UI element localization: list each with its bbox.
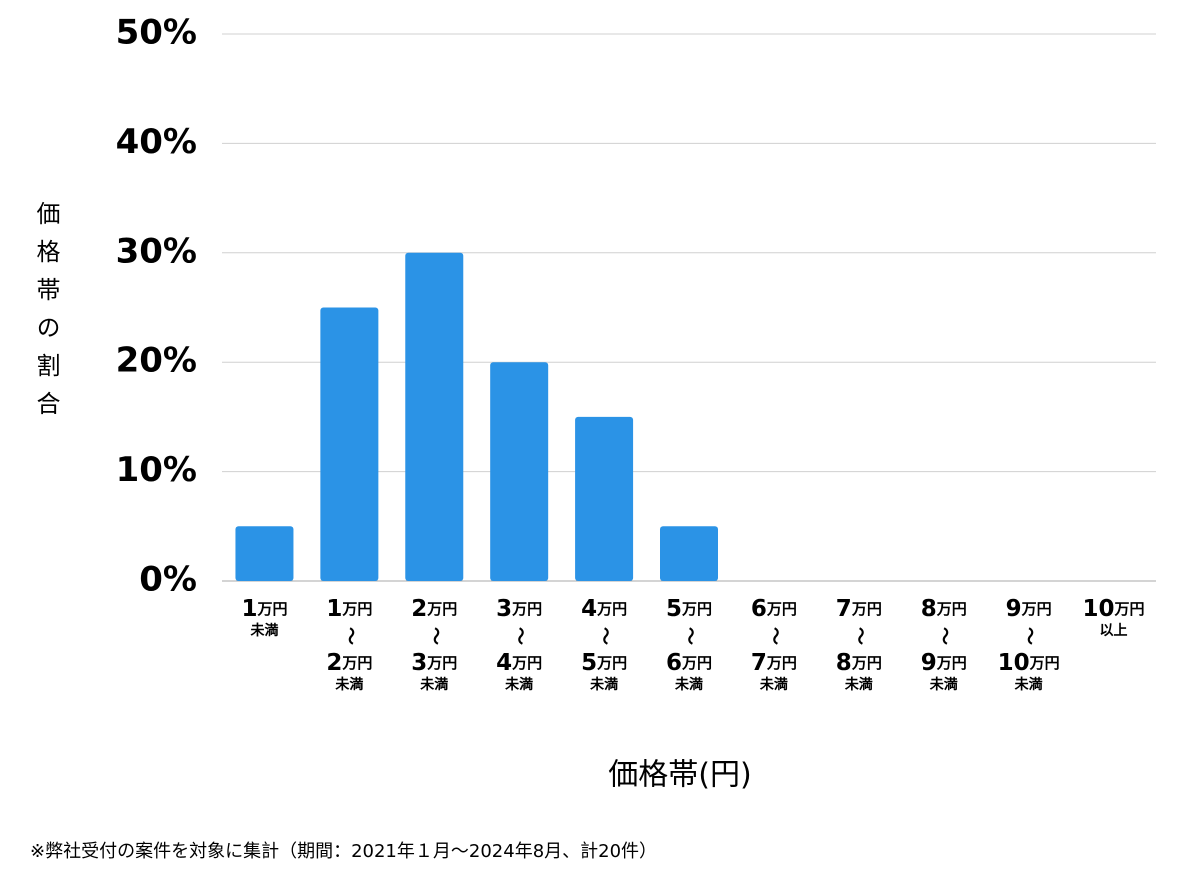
x-tick-label: 〜 (594, 627, 615, 645)
footnote: ※弊社受付の案件を対象に集計（期間：2021年１月〜2024年8月、計20件） (30, 841, 657, 862)
y-tick-label: 30% (116, 231, 197, 271)
x-tick-label: 未満 (250, 622, 278, 639)
x-tick-label: 1万円 (326, 596, 372, 622)
bar (320, 307, 379, 581)
bar (660, 526, 718, 581)
x-tick-label: 6万円 (666, 650, 712, 676)
x-tick-label: 5万円 (581, 650, 627, 676)
x-tick-label: 未満 (675, 676, 703, 693)
x-tick-label: 〜 (764, 627, 785, 645)
x-tick-label: 〜 (509, 627, 530, 645)
x-tick-label: 以上 (1100, 623, 1128, 639)
x-tick-label: 4万円 (581, 596, 627, 622)
x-tick-label: 2万円 (326, 650, 372, 676)
y-tick-label: 10% (116, 450, 197, 490)
x-tick-label: 未満 (420, 676, 448, 693)
x-tick-label: 未満 (760, 676, 788, 693)
x-tick-label: 6万円 (751, 596, 797, 622)
x-tick-label: 10万円 (998, 650, 1060, 676)
x-tick-label: 7万円 (836, 596, 882, 622)
x-tick-label: 〜 (679, 627, 700, 645)
x-tick-label: 3万円 (496, 596, 542, 622)
bar (235, 526, 294, 581)
bar (575, 416, 634, 581)
x-tick-label: 〜 (1019, 627, 1040, 645)
x-tick-label: 8万円 (836, 650, 882, 676)
x-tick-label: 未満 (1015, 676, 1043, 693)
x-tick-label: 9万円 (1006, 596, 1052, 622)
x-tick-label: 1万円 (241, 596, 287, 622)
bar (405, 252, 464, 582)
x-tick-label: 未満 (930, 676, 958, 693)
x-tick-label: 7万円 (751, 650, 797, 676)
x-tick-label: 9万円 (921, 650, 967, 676)
y-tick-label: 40% (116, 122, 197, 162)
x-tick-label: 〜 (849, 627, 870, 645)
x-tick-label: 未満 (335, 676, 363, 693)
x-tick-label: 〜 (424, 627, 445, 645)
x-tick-label: 〜 (934, 627, 955, 645)
x-tick-label: 未満 (505, 676, 533, 693)
x-tick-label: 5万円 (666, 596, 712, 622)
x-tick-label: 4万円 (496, 650, 542, 676)
x-tick-label: 2万円 (411, 596, 457, 622)
bar (490, 362, 549, 581)
x-tick-label: 3万円 (411, 650, 457, 676)
x-tick-label: 8万円 (921, 596, 967, 622)
x-tick-label: 未満 (590, 676, 618, 693)
x-tick-label: 未満 (845, 676, 873, 693)
y-tick-label: 20% (116, 341, 197, 381)
x-tick-label: 〜 (339, 627, 360, 645)
y-axis-label: 価格帯の割合 (32, 201, 60, 429)
y-tick-label: 0% (139, 560, 197, 600)
y-tick-label: 50% (116, 13, 197, 53)
x-axis-label: 価格帯(円) (608, 758, 751, 793)
x-tick-label: 10万円 (1083, 596, 1145, 622)
